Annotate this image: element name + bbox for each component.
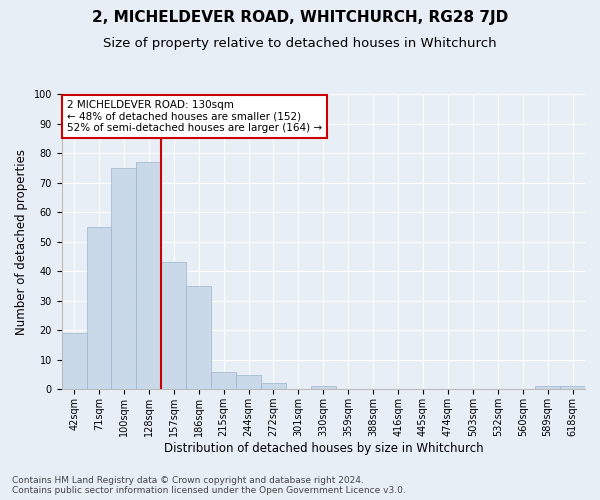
Bar [112, 168, 136, 390]
Bar [211, 372, 236, 390]
Bar [560, 386, 585, 390]
Bar [161, 262, 186, 390]
Bar [186, 286, 211, 390]
Bar [62, 333, 86, 390]
X-axis label: Distribution of detached houses by size in Whitchurch: Distribution of detached houses by size … [164, 442, 483, 455]
Bar [136, 162, 161, 390]
Y-axis label: Number of detached properties: Number of detached properties [15, 148, 28, 334]
Text: 2 MICHELDEVER ROAD: 130sqm
← 48% of detached houses are smaller (152)
52% of sem: 2 MICHELDEVER ROAD: 130sqm ← 48% of deta… [67, 100, 322, 133]
Text: Contains HM Land Registry data © Crown copyright and database right 2024.
Contai: Contains HM Land Registry data © Crown c… [12, 476, 406, 495]
Bar [261, 384, 286, 390]
Bar [311, 386, 336, 390]
Bar [535, 386, 560, 390]
Bar [86, 227, 112, 390]
Text: 2, MICHELDEVER ROAD, WHITCHURCH, RG28 7JD: 2, MICHELDEVER ROAD, WHITCHURCH, RG28 7J… [92, 10, 508, 25]
Bar [236, 374, 261, 390]
Text: Size of property relative to detached houses in Whitchurch: Size of property relative to detached ho… [103, 38, 497, 51]
